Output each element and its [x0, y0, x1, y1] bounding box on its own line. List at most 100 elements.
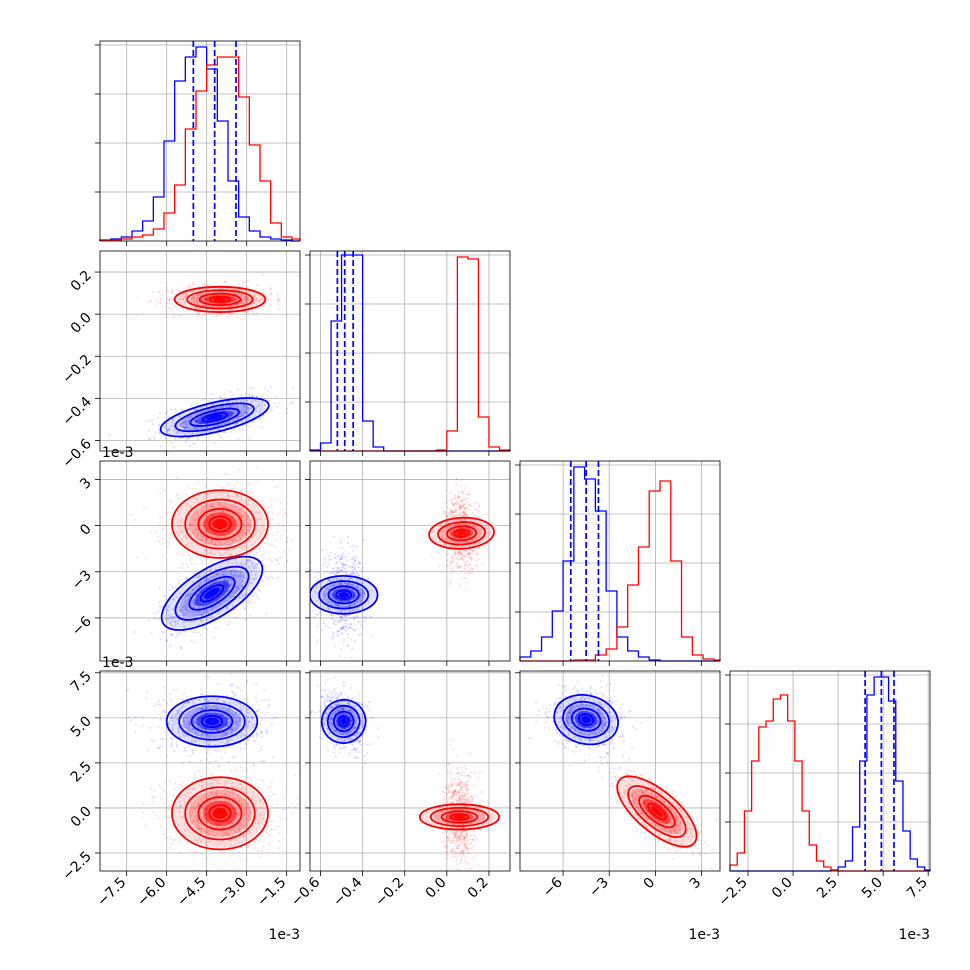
sample-point [200, 693, 203, 696]
sample-point [258, 417, 261, 420]
sample-point [461, 553, 464, 556]
sample-point [466, 513, 469, 516]
sample-point [218, 396, 221, 399]
sample-point [327, 587, 330, 590]
sample-point [245, 680, 248, 683]
sample-point [337, 620, 340, 623]
sample-point [450, 563, 453, 566]
sample-point [468, 572, 471, 575]
contour-line [184, 498, 256, 550]
sample-point [341, 567, 344, 570]
sample-point [466, 501, 469, 504]
sample-point [186, 509, 189, 512]
sample-point [194, 631, 197, 634]
sample-point [248, 304, 251, 307]
sample-point [467, 553, 470, 556]
sample-point [174, 714, 177, 717]
sample-point [171, 729, 174, 732]
sample-point [255, 511, 258, 514]
sample-point [246, 399, 249, 402]
sample-point [170, 699, 173, 702]
sample-point [475, 553, 478, 556]
sample-point [239, 415, 242, 418]
sample-point [155, 299, 158, 302]
sample-point [231, 565, 234, 568]
sample-point [332, 584, 335, 587]
sample-point [279, 502, 282, 505]
sample-point [226, 494, 229, 497]
sample-point [157, 540, 160, 543]
sample-point [214, 542, 217, 545]
sample-point [229, 594, 232, 597]
sample-point [333, 582, 336, 585]
sample-point [449, 492, 452, 495]
contour-line [201, 412, 228, 423]
sample-point [346, 644, 349, 647]
sample-point [174, 533, 177, 536]
sample-point [470, 572, 473, 575]
sample-point [472, 514, 475, 517]
sample-point [186, 608, 189, 611]
sample-point [186, 600, 189, 603]
sample-point [197, 631, 200, 634]
sample-point [262, 273, 265, 276]
sample-point [196, 497, 199, 500]
sample-point [210, 492, 213, 495]
sample-point [261, 579, 264, 582]
sample-point [254, 566, 257, 569]
sample-point [175, 743, 178, 746]
sample-point [229, 313, 232, 316]
sample-point [175, 745, 178, 748]
sample-point [462, 508, 465, 511]
sample-point [456, 515, 459, 518]
sample-point [171, 634, 174, 637]
sample-point [171, 714, 174, 717]
sample-point [326, 601, 329, 604]
sample-point [261, 297, 264, 300]
sample-point [235, 410, 238, 413]
sample-point [227, 589, 230, 592]
sample-point [193, 427, 196, 430]
sample-point [227, 721, 230, 724]
sample-point [193, 300, 196, 303]
sample-point [452, 558, 455, 561]
sample-point [468, 508, 471, 511]
sample-point [231, 487, 234, 490]
sample-point [245, 405, 248, 408]
sample-point [475, 508, 478, 511]
sample-point [454, 498, 457, 501]
sample-point [456, 545, 459, 548]
sample-point [262, 499, 265, 502]
sample-point [194, 732, 197, 735]
sample-point [163, 488, 166, 491]
sample-point [270, 560, 273, 563]
sample-point [187, 609, 190, 612]
sample-point [179, 608, 182, 611]
y-offset-label: 1e-3 [102, 445, 133, 461]
sample-point [196, 531, 199, 534]
sample-point [330, 601, 333, 604]
sample-point [243, 298, 246, 301]
sample-point [190, 620, 193, 623]
sample-point [323, 594, 326, 597]
sample-point [465, 498, 468, 501]
sample-point [224, 709, 227, 712]
sample-point [344, 609, 347, 612]
sample-point [162, 434, 165, 437]
sample-point [218, 509, 221, 512]
sample-point [450, 499, 453, 502]
sample-point [223, 548, 226, 551]
sample-point [252, 716, 255, 719]
sample-point [241, 295, 244, 298]
sample-point [361, 626, 364, 629]
sample-point [331, 618, 334, 621]
sample-point [241, 595, 244, 598]
sample-point [359, 562, 362, 565]
sample-point [262, 288, 265, 291]
sample-point [234, 727, 237, 730]
sample-point [342, 625, 345, 628]
sample-point [346, 542, 349, 545]
sample-point [199, 307, 202, 310]
sample-point [214, 568, 217, 571]
sample-point [343, 619, 346, 622]
